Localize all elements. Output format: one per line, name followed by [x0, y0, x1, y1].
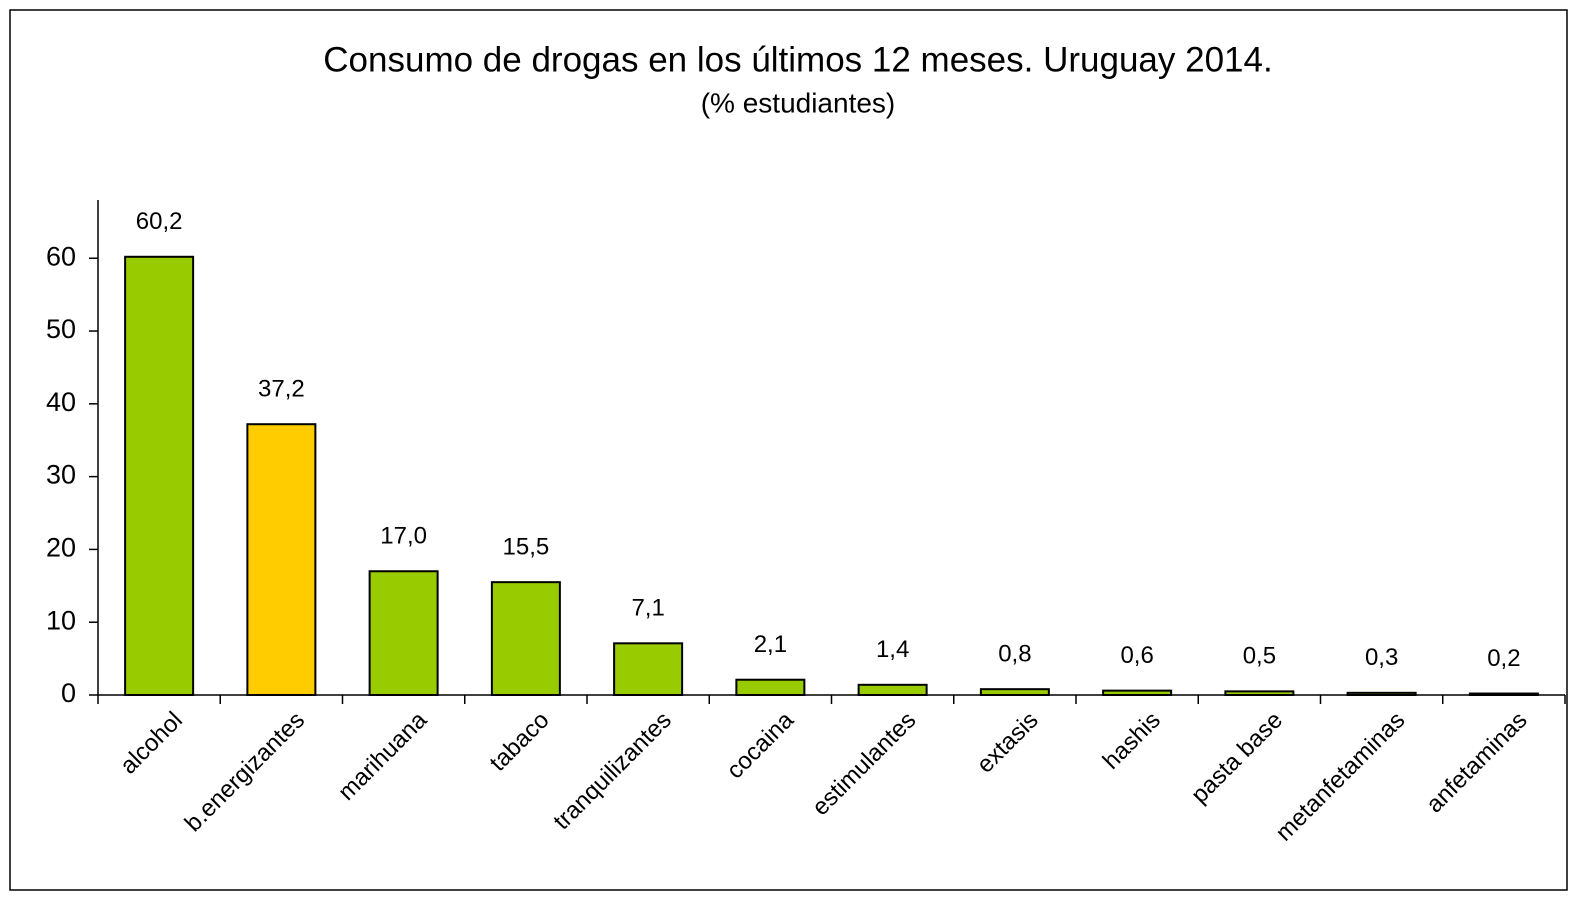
y-tick-label: 60: [46, 241, 76, 271]
y-tick-label: 30: [46, 460, 76, 490]
data-label: 0,5: [1243, 643, 1276, 670]
bar: [857, 683, 928, 697]
bar: [1102, 689, 1173, 696]
bar: [979, 688, 1050, 696]
y-tick-label: 0: [61, 678, 76, 708]
bar: [735, 678, 806, 697]
data-label: 0,6: [1120, 642, 1153, 669]
data-label: 1,4: [876, 636, 909, 663]
bar: [613, 642, 684, 696]
bar: [1468, 692, 1539, 697]
data-label: 7,1: [631, 595, 664, 622]
y-tick-label: 10: [46, 605, 76, 635]
bar: [1346, 691, 1417, 696]
y-tick-label: 50: [46, 314, 76, 344]
bar: [246, 423, 317, 696]
bar: [124, 255, 195, 696]
y-tick-label: 20: [46, 533, 76, 563]
data-label: 37,2: [258, 376, 305, 403]
data-label: 2,1: [754, 631, 787, 658]
data-label: 15,5: [503, 534, 550, 561]
bar: [1224, 690, 1295, 696]
chart-subtitle: (% estudiantes): [701, 87, 896, 118]
data-label: 0,2: [1487, 645, 1520, 672]
chart-title: Consumo de drogas en los últimos 12 mese…: [323, 40, 1272, 79]
data-label: 0,8: [998, 641, 1031, 668]
y-tick-label: 40: [46, 387, 76, 417]
data-label: 17,0: [380, 523, 427, 550]
bar: [490, 581, 561, 697]
data-label: 0,3: [1365, 644, 1398, 671]
data-label: 60,2: [136, 208, 183, 235]
bar: [368, 570, 439, 696]
